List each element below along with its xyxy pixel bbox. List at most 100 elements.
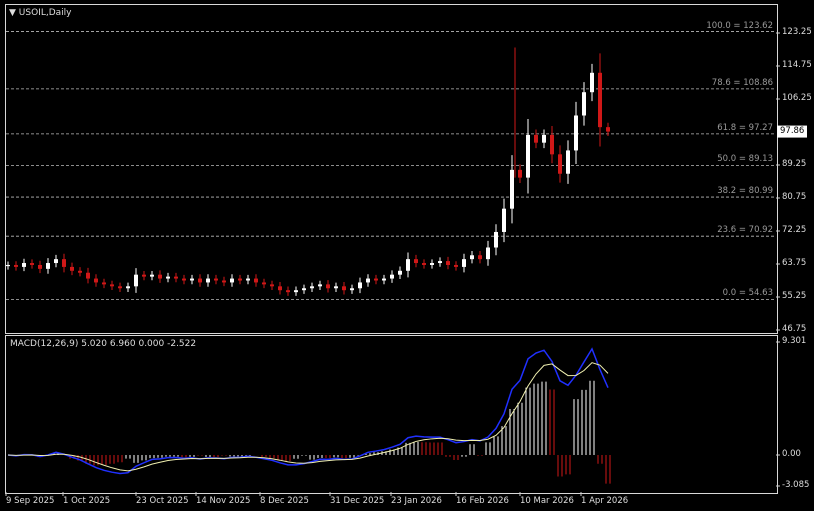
candle-body xyxy=(510,169,514,209)
candle-body xyxy=(246,278,250,281)
candle-body xyxy=(534,134,538,143)
candle-body xyxy=(526,134,530,178)
candle-body xyxy=(286,290,290,293)
candle-body xyxy=(574,115,578,151)
fib-level-label: 50.0 = 89.13 xyxy=(717,154,773,165)
candle-body xyxy=(230,278,234,283)
candle-body xyxy=(366,278,370,283)
candle-body xyxy=(494,231,498,248)
current-price-box xyxy=(777,125,807,138)
candle-body xyxy=(278,286,282,291)
candle-body xyxy=(414,259,418,264)
macd-signal-line xyxy=(7,362,609,472)
x-tick-label: 8 Dec 2025 xyxy=(260,496,309,506)
candle-body xyxy=(158,274,162,279)
candle-body xyxy=(598,72,602,128)
candle-body xyxy=(126,286,130,289)
symbol-title: ▼ USOIL,Daily xyxy=(9,8,72,18)
candle-body xyxy=(590,72,594,93)
candle-body xyxy=(350,288,354,291)
y-tick-label: 114.75 xyxy=(782,60,812,70)
candle-body xyxy=(566,150,570,174)
candle-body xyxy=(142,274,146,277)
fib-level-label: 0.0 = 54.63 xyxy=(722,288,773,299)
x-tick-label: 16 Feb 2026 xyxy=(456,496,509,506)
candle-body xyxy=(70,266,74,271)
candle-body xyxy=(262,282,266,285)
x-tick-label: 10 Mar 2026 xyxy=(520,496,574,506)
candle-body xyxy=(254,278,258,283)
candle-body xyxy=(62,259,66,267)
candle-body xyxy=(190,278,194,281)
candle-body xyxy=(606,127,610,132)
candle-body xyxy=(134,274,138,287)
candle-body xyxy=(94,278,98,283)
candle-body xyxy=(550,134,554,155)
x-tick-label: 1 Apr 2026 xyxy=(581,496,629,506)
macd-y-tick-label: 9.301 xyxy=(782,336,807,346)
candle-body xyxy=(446,261,450,265)
candle-body xyxy=(542,134,546,143)
candle-body xyxy=(6,264,10,267)
candle-body xyxy=(502,208,506,232)
candle-body xyxy=(22,263,26,267)
x-tick-label: 31 Dec 2025 xyxy=(330,496,385,506)
price-panel[interactable] xyxy=(5,4,778,334)
macd-label: MACD(12,26,9) 5.020 6.960 0.000 -2.522 xyxy=(10,339,197,349)
candle-body xyxy=(334,286,338,289)
candle-body xyxy=(110,284,114,287)
candle-body xyxy=(318,284,322,287)
candle-body xyxy=(454,264,458,267)
candle-body xyxy=(382,278,386,281)
candle-body xyxy=(14,264,18,267)
fib-level-label: 38.2 = 80.99 xyxy=(717,186,773,197)
y-tick-label: 123.25 xyxy=(782,27,812,37)
candle-body xyxy=(478,255,482,260)
candle-body xyxy=(198,278,202,283)
y-tick-label: 46.75 xyxy=(782,324,807,334)
candle-body xyxy=(438,261,442,264)
y-tick-label: 72.25 xyxy=(782,225,807,235)
candle-body xyxy=(374,278,378,281)
y-tick-label: 106.25 xyxy=(782,93,812,103)
macd-y-tick-label: -3.085 xyxy=(782,480,810,490)
candle-body xyxy=(150,274,154,277)
candle-body xyxy=(558,154,562,174)
candle-body xyxy=(270,284,274,287)
fib-level-label: 23.6 = 70.92 xyxy=(717,225,773,236)
candle-body xyxy=(462,259,466,267)
candle-body xyxy=(470,255,474,260)
candle-body xyxy=(30,263,34,265)
candle-body xyxy=(326,284,330,289)
candle-body xyxy=(206,278,210,283)
candle-body xyxy=(214,278,218,281)
dropdown-triangle-icon[interactable]: ▼ xyxy=(9,8,16,18)
y-tick-label: 89.25 xyxy=(782,159,807,169)
candle-body xyxy=(398,270,402,275)
x-tick-label: 23 Oct 2025 xyxy=(136,496,189,506)
candle-body xyxy=(238,278,242,281)
candle-body xyxy=(102,282,106,285)
candle-body xyxy=(38,264,42,269)
x-tick-label: 14 Nov 2025 xyxy=(196,496,251,506)
candle-body xyxy=(486,247,490,260)
y-tick-label: 63.75 xyxy=(782,258,807,268)
y-tick-label: 55.25 xyxy=(782,291,807,301)
current-price-label: 97.86 xyxy=(780,125,805,136)
candle-body xyxy=(302,288,306,291)
candle-body xyxy=(182,278,186,281)
macd-y-tick-label: 0.00 xyxy=(782,449,801,459)
fib-level-label: 78.6 = 108.86 xyxy=(711,77,773,88)
fib-level-label: 100.0 = 123.62 xyxy=(706,20,773,31)
candle-body xyxy=(390,274,394,279)
candle-body xyxy=(358,282,362,289)
candle-body xyxy=(174,276,178,279)
candle-body xyxy=(54,259,58,264)
candle-body xyxy=(222,280,226,283)
candle-body xyxy=(582,92,586,116)
y-tick-label: 80.75 xyxy=(782,192,807,202)
candle-body xyxy=(166,276,170,279)
candle-body xyxy=(118,286,122,289)
candle-body xyxy=(406,259,410,271)
